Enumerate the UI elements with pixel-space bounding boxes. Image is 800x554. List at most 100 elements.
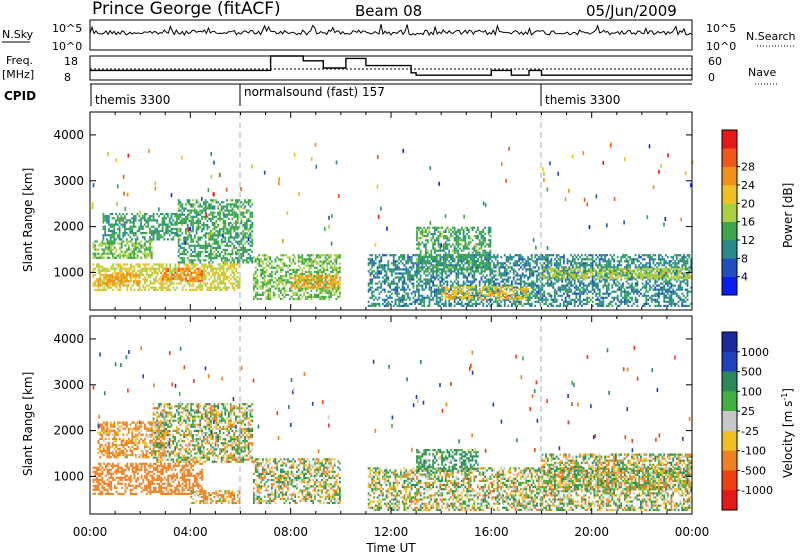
heatmap-cell (288, 260, 291, 263)
heatmap-cell (154, 229, 157, 233)
heatmap-cell (570, 262, 572, 265)
heatmap-cell (228, 217, 230, 220)
heatmap-cell (208, 238, 211, 241)
heatmap-cell (511, 296, 513, 299)
heatmap-cell (236, 199, 239, 202)
heatmap-cell (203, 273, 205, 277)
heatmap-cell (233, 213, 236, 216)
heatmap-cell (104, 225, 107, 228)
heatmap-cell (236, 228, 239, 231)
heatmap-cell (94, 280, 97, 283)
heatmap-cell (645, 282, 648, 285)
heatmap-cell (253, 297, 255, 301)
heatmap-cell (616, 294, 619, 297)
heatmap-cell (328, 282, 331, 285)
heatmap-cell (509, 276, 512, 279)
heatmap-cell (469, 282, 472, 285)
heatmap-cell (392, 256, 395, 259)
heatmap-cell (211, 236, 214, 239)
heatmap-cell (94, 267, 97, 270)
heatmap-cell (253, 285, 255, 288)
heatmap-cell (147, 248, 150, 251)
heatmap-cell (219, 286, 221, 289)
heatmap-cell (262, 283, 264, 286)
heatmap-cell (256, 279, 259, 282)
heatmap-cell (315, 260, 318, 263)
heatmap-cell (536, 260, 538, 263)
heatmap-cell (643, 254, 646, 257)
heatmap-cell (220, 217, 223, 220)
heatmap-cell (210, 219, 212, 223)
heatmap-cell (97, 286, 100, 289)
heatmap-cell (213, 278, 216, 281)
heatmap-cell (183, 209, 185, 212)
heatmap-cell (238, 280, 241, 283)
heatmap-cell (113, 236, 116, 239)
heatmap-cell (136, 246, 139, 249)
heatmap-cell (645, 284, 648, 287)
heatmap-cell (493, 264, 495, 267)
heatmap-cell (450, 254, 452, 257)
heatmap-cell (136, 242, 139, 245)
heatmap-cell (210, 288, 212, 291)
heatmap-cell (319, 270, 322, 273)
heatmap-cell (421, 266, 424, 269)
heatmap-cell (437, 286, 440, 289)
heatmap-cell (577, 286, 580, 289)
heatmap-cell (598, 254, 601, 257)
heatmap-cell (640, 266, 642, 269)
heatmap-cell (491, 276, 494, 279)
heatmap-cell (231, 203, 234, 206)
heatmap-cell (222, 201, 225, 204)
freq-tick-bottom: 8 (64, 71, 71, 84)
heatmap-cell (494, 282, 497, 285)
heatmap-cell (640, 268, 642, 271)
heatmap-cell (224, 228, 227, 231)
heatmap-cell (231, 263, 234, 266)
heatmap-cell (407, 274, 409, 277)
heatmap-cell (120, 240, 123, 243)
heatmap-cell (131, 265, 134, 268)
heatmap-cell (301, 283, 304, 286)
heatmap-cell (464, 292, 467, 295)
heatmap-cell (149, 282, 152, 285)
heatmap-cell (609, 292, 612, 295)
heatmap-cell (183, 271, 186, 274)
heatmap-cell (211, 211, 214, 214)
heatmap-cell (548, 254, 551, 257)
heatmap-cell (140, 288, 143, 291)
heatmap-cell (534, 300, 537, 303)
heatmap-cell (294, 281, 297, 284)
heatmap-cell (496, 282, 499, 285)
heatmap-cell (525, 262, 528, 265)
heatmap-cell (235, 211, 237, 214)
heatmap-cell (204, 203, 207, 206)
heatmap-cell (398, 276, 400, 279)
heatmap-cell (134, 238, 137, 241)
heatmap-cell (591, 258, 594, 261)
heatmap-cell (426, 274, 429, 277)
heatmap-cell (403, 302, 406, 305)
heatmap-cell (482, 274, 485, 277)
heatmap-cell (378, 292, 381, 295)
heatmap-cell (462, 260, 465, 263)
heatmap-cell (335, 297, 338, 301)
heatmap-cell (636, 258, 639, 261)
heatmap-cell (122, 284, 125, 287)
heatmap-cell (613, 296, 615, 299)
heatmap-cell (437, 296, 440, 299)
heatmap-cell (144, 263, 146, 266)
heatmap-cell (272, 291, 275, 294)
heatmap-cell (106, 276, 109, 279)
heatmap-cell (126, 254, 128, 257)
heatmap-cell (654, 304, 657, 307)
heatmap-cell (618, 272, 621, 275)
heatmap-cell (493, 282, 495, 285)
heatmap-cell (254, 281, 257, 284)
heatmap-cell (516, 272, 519, 275)
heatmap-cell (217, 207, 219, 210)
heatmap-cell (206, 242, 209, 245)
heatmap-cell (176, 221, 178, 224)
heatmap-cell (439, 262, 442, 265)
heatmap-cell (242, 215, 245, 218)
